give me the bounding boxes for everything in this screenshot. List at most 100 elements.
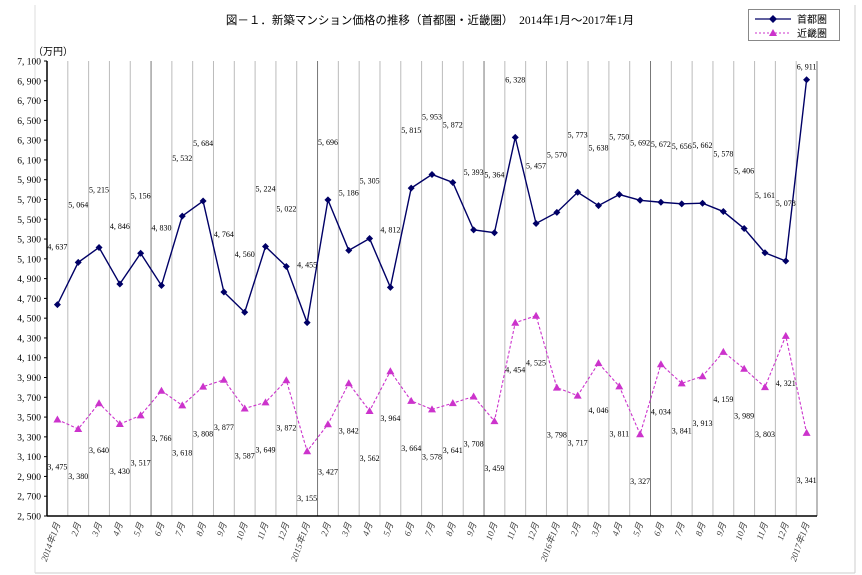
triangle-marker-icon xyxy=(115,420,124,428)
data-label: 3, 811 xyxy=(609,429,629,438)
triangle-marker-icon xyxy=(755,28,791,36)
diamond-marker-icon xyxy=(740,225,748,233)
triangle-marker-icon xyxy=(615,382,624,390)
x-tick-label: 7月 xyxy=(173,520,187,537)
diamond-marker-icon xyxy=(636,196,644,204)
x-tick-label: 2016年1月 xyxy=(538,520,562,562)
diamond-marker-icon xyxy=(157,282,165,290)
triangle-marker-icon xyxy=(95,399,104,407)
y-tick-label: 4, 700 xyxy=(17,295,41,305)
diamond-marker-icon xyxy=(615,191,623,199)
x-tick-label: 5月 xyxy=(381,520,395,537)
data-label: 5, 692 xyxy=(630,138,650,147)
x-tick-label: 3月 xyxy=(589,520,604,538)
triangle-marker-icon xyxy=(552,383,561,391)
data-label: 6, 328 xyxy=(505,75,525,84)
data-label: 5, 064 xyxy=(68,200,88,209)
data-label: 3, 587 xyxy=(235,451,255,460)
data-label: 5, 656 xyxy=(672,142,692,151)
triangle-marker-icon xyxy=(656,360,665,368)
y-tick-label: 3, 100 xyxy=(17,453,41,463)
y-tick-label: 4, 300 xyxy=(17,334,41,344)
x-tick-label: 5月 xyxy=(631,520,645,537)
chart-title: 図－１．新築マンション価格の推移（首都圏・近畿圏） 2014年1月～2017年1… xyxy=(225,15,635,27)
data-label: 4, 454 xyxy=(505,366,525,375)
data-label: 5, 406 xyxy=(734,167,754,176)
y-tick-label: 2, 500 xyxy=(17,513,41,523)
triangle-marker-icon xyxy=(448,399,457,407)
data-label: 5, 161 xyxy=(755,191,775,200)
x-tick-label: 2月 xyxy=(319,520,333,537)
data-label: 5, 696 xyxy=(318,138,338,147)
y-tick-label: 5, 700 xyxy=(17,196,41,206)
diamond-marker-icon xyxy=(470,226,478,234)
x-tick-label: 6月 xyxy=(402,520,416,537)
triangle-marker-icon xyxy=(303,447,312,455)
triangle-marker-icon xyxy=(490,417,499,425)
x-tick-label: 4月 xyxy=(360,520,374,537)
data-label: 5, 457 xyxy=(526,162,546,171)
triangle-marker-icon xyxy=(282,376,291,384)
triangle-marker-icon xyxy=(219,375,228,383)
x-tick-label: 8月 xyxy=(194,520,208,537)
data-label: 5, 156 xyxy=(131,191,151,200)
diamond-marker-icon xyxy=(755,14,791,23)
diamond-marker-icon xyxy=(282,263,290,271)
diamond-marker-icon xyxy=(386,283,394,291)
x-tick-label: 12月 xyxy=(775,520,791,541)
triangle-marker-icon xyxy=(323,420,332,428)
diamond-marker-icon xyxy=(241,308,249,316)
data-label: 5, 215 xyxy=(89,185,109,194)
y-tick-label: 5, 100 xyxy=(17,255,41,265)
diamond-marker-icon xyxy=(178,212,186,220)
triangle-marker-icon xyxy=(802,428,811,436)
data-label: 5, 364 xyxy=(484,171,504,180)
data-label: 3, 475 xyxy=(47,463,67,472)
diamond-marker-icon xyxy=(303,319,311,327)
diamond-marker-icon xyxy=(782,257,790,265)
data-label: 3, 798 xyxy=(547,431,567,440)
y-tick-label: 7, 100 xyxy=(17,58,41,68)
diamond-marker-icon xyxy=(449,178,457,186)
y-tick-label: 3, 300 xyxy=(17,433,41,443)
diamond-marker-icon xyxy=(345,246,353,254)
x-tick-label: 10月 xyxy=(733,520,749,541)
data-label: 3, 380 xyxy=(68,472,88,481)
data-label: 3, 562 xyxy=(360,454,380,463)
triangle-marker-icon xyxy=(573,391,582,399)
y-tick-label: 4, 500 xyxy=(17,315,41,325)
diamond-marker-icon xyxy=(74,258,82,266)
data-label: 5, 078 xyxy=(776,199,796,208)
y-tick-label: 2, 700 xyxy=(17,493,41,503)
y-tick-label: 3, 900 xyxy=(17,374,41,384)
triangle-marker-icon xyxy=(136,411,145,419)
data-label: 4, 455 xyxy=(297,261,317,270)
data-label: 3, 649 xyxy=(256,445,276,454)
triangle-marker-icon xyxy=(428,405,436,413)
y-tick-label: 5, 300 xyxy=(17,236,41,246)
x-tick-label: 11月 xyxy=(505,520,521,541)
y-tick-label: 5, 500 xyxy=(17,216,41,226)
triangle-marker-icon xyxy=(178,401,187,409)
x-tick-label: 3月 xyxy=(339,520,354,538)
y-tick-label: 6, 300 xyxy=(17,137,41,147)
data-label: 3, 808 xyxy=(193,430,213,439)
data-label: 4, 034 xyxy=(651,407,671,416)
y-tick-label: 6, 700 xyxy=(17,97,41,107)
triangle-marker-icon xyxy=(240,404,249,412)
diamond-marker-icon xyxy=(428,170,436,178)
x-tick-label: 2014年1月 xyxy=(39,520,63,562)
triangle-marker-icon xyxy=(719,347,728,355)
data-label: 5, 638 xyxy=(588,144,608,153)
triangle-marker-icon xyxy=(532,311,541,319)
x-tick-label: 4月 xyxy=(111,520,125,537)
data-label: 5, 750 xyxy=(609,133,629,142)
data-label: 3, 517 xyxy=(131,458,151,467)
x-tick-label: 11月 xyxy=(755,520,771,541)
data-label: 4, 637 xyxy=(47,243,67,252)
data-label: 3, 641 xyxy=(443,446,463,455)
x-tick-label: 12月 xyxy=(525,520,541,541)
data-label: 3, 717 xyxy=(568,439,588,448)
x-tick-label: 6月 xyxy=(652,520,666,537)
